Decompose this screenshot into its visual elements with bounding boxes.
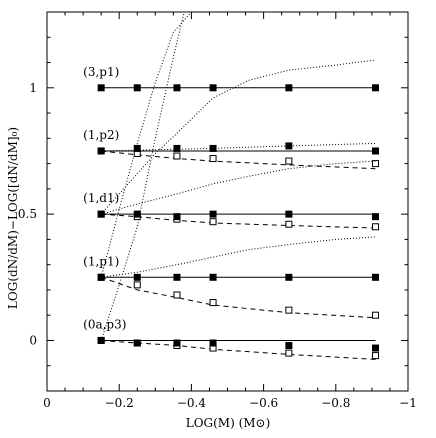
x-tick-label: −0.2 [105,396,134,410]
open-square-point [285,349,293,357]
y-tick-label: 0 [29,333,37,347]
open-square-point [133,281,141,289]
filled-square-point [133,144,141,152]
filled-square-point [285,210,293,218]
filled-square-point [173,84,181,92]
filled-square-point [209,273,217,281]
filled-square-point [372,273,380,281]
dotted-curve [101,142,376,152]
filled-square-point [372,344,380,352]
dotted-curve [101,236,376,278]
open-square-point [173,152,181,160]
panel-1-p2: (1,p2) [83,128,380,170]
panel-0a-p3: (0a,p3) [83,317,380,360]
dashed-line [101,150,376,170]
open-square-point [372,160,380,168]
panel-label: (1,p1) [83,254,119,268]
open-square-point [285,220,293,228]
filled-square-point [372,147,380,155]
panel-1-d1: (1,d1) [83,160,380,231]
filled-square-point [97,210,105,218]
y-tick-label: 1 [29,81,37,95]
open-square-point [285,157,293,165]
filled-square-point [173,273,181,281]
filled-square-point [285,142,293,150]
y-axis-title: LOG(dN/dM)−LOG([dN/dM]₀) [6,127,20,309]
y-tick-label: 0.5 [18,207,37,221]
x-tick-label: −0.6 [249,396,278,410]
dashed-line [101,213,376,229]
x-tick-label: −0.4 [177,396,207,410]
filled-square-point [372,213,380,221]
filled-square-point [285,342,293,350]
dashed-line [101,340,376,360]
filled-square-point [209,84,217,92]
open-square-point [285,306,293,314]
filled-square-point [209,144,217,152]
open-square-point [209,299,217,307]
open-square-point [372,311,380,319]
filled-square-point [285,273,293,281]
filled-square-point [133,339,141,347]
filled-square-point [173,213,181,221]
panel-label: (1,p2) [83,128,119,142]
x-tick-label: 0 [43,396,51,410]
panel-label: (0a,p3) [83,317,126,331]
axes: 0 −0.2 −0.4 −0.6 −0.8 −1 0 0.5 1 [18,11,417,410]
filled-square-point [133,210,141,218]
filled-square-point [133,273,141,281]
filled-square-point [97,336,105,344]
filled-square-point [372,84,380,92]
data-marks: (3,p1) (1,p2) (1,d1) (1,p1) (0a,p3) [83,12,380,360]
dotted-curve [100,59,376,215]
open-square-point [209,155,217,163]
panel-1-p1: (1,p1) [83,236,380,319]
filled-square-point [209,210,217,218]
panel-3-p1: (3,p1) [83,12,380,341]
filled-square-point [97,84,105,92]
filled-square-point [97,273,105,281]
panel-label: (1,d1) [83,191,119,205]
filled-square-point [209,339,217,347]
open-square-point [173,291,181,299]
filled-square-point [173,144,181,152]
open-square-point [372,352,380,360]
filled-square-point [285,84,293,92]
x-axis-title: LOG(M) (M⊙) [186,416,271,430]
open-square-point [209,218,217,226]
dotted-curve [101,160,376,215]
filled-square-point [173,339,181,347]
panel-label: (3,p1) [83,65,119,79]
x-tick-label: −0.8 [321,396,350,410]
open-square-point [372,223,380,231]
dashed-line [101,276,376,319]
dotted-curve [100,12,192,278]
dotted-curve [100,12,185,341]
filled-square-point [97,147,105,155]
x-tick-label: −1 [399,396,417,410]
filled-square-point [133,84,141,92]
